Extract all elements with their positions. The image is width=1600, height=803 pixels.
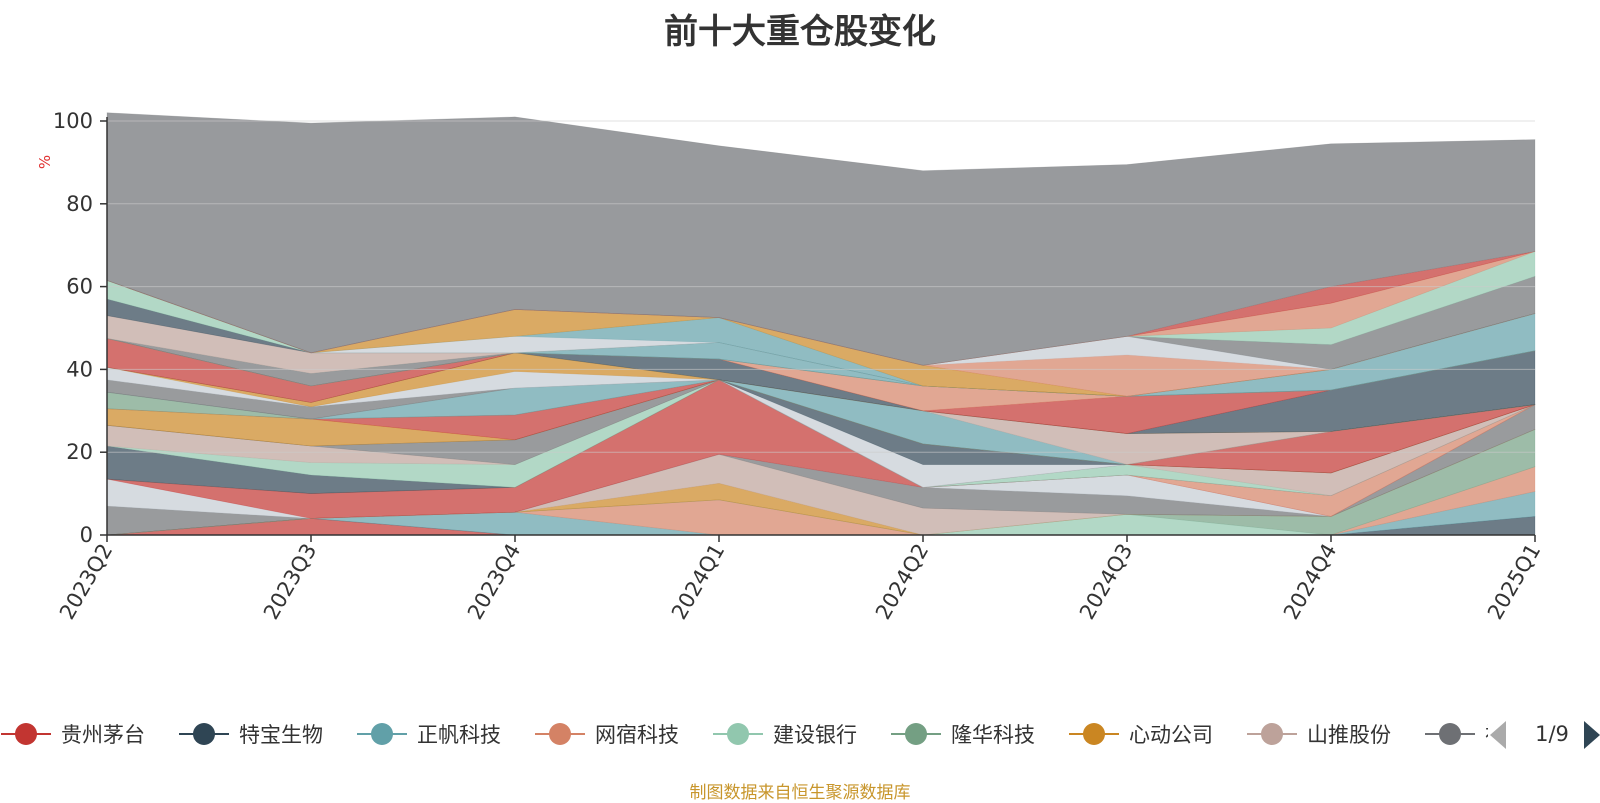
legend-marker-1 [15,723,37,745]
x-tick-label-2: 2023Q3 [259,540,321,624]
x-tick-label-6: 2024Q3 [1075,540,1137,624]
legend-label-2: 特宝生物 [239,723,323,747]
y-tick-label-1: 0 [80,523,93,547]
x-tick-label-8: 2025Q1 [1483,540,1545,624]
area-series-46 [106,112,1536,366]
area-series-28 [106,338,1536,434]
legend-next-page-icon[interactable] [1584,721,1600,749]
legend-item-2[interactable]: 特宝生物 [179,723,323,747]
legend-marker-8 [1261,723,1283,745]
legend-item-8[interactable]: 山推股份 [1247,723,1391,747]
legend-item-6[interactable]: 隆华科技 [891,723,1035,747]
legend-label-1: 贵州茅台 [61,723,145,747]
y-tick-label-3: 40 [66,357,93,381]
legend-prev-page-icon[interactable] [1490,721,1506,749]
x-tick-label-4: 2024Q1 [667,540,729,624]
legend-marker-4 [549,723,571,745]
legend-label-6: 隆华科技 [951,723,1035,747]
legend-marker-6 [905,723,927,745]
legend-marker-3 [371,723,393,745]
area-series-27 [106,350,1536,434]
legend-item-3[interactable]: 正帆科技 [357,723,501,747]
y-tick-label-5: 80 [66,192,93,216]
y-tick-label-4: 60 [66,275,93,299]
legend-label-8: 山推股份 [1307,723,1391,747]
legend-item-9[interactable]: 祥 [1425,723,1506,747]
legend-page-indicator: 1/9 [1535,722,1569,746]
grid-lines [107,120,1535,453]
chart-title: 前十大重仓股变化 [664,12,936,52]
legend-label-7: 心动公司 [1129,723,1213,747]
area-series-group [106,112,1536,536]
x-tick-label-3: 2023Q4 [463,540,525,624]
legend-label-3: 正帆科技 [417,723,501,747]
legend-marker-2 [193,723,215,745]
legend-label-4: 网宿科技 [595,723,679,747]
y-tick-label-2: 20 [66,440,93,464]
y-axis-label: % [36,155,54,169]
x-tick-label-5: 2024Q2 [871,540,933,624]
legend-label-5: 建设银行 [773,723,857,747]
legend-marker-5 [727,723,749,745]
x-tick-label-1: 2023Q2 [55,540,117,624]
legend-marker-7 [1083,723,1105,745]
legend-marker-9 [1439,723,1461,745]
legend[interactable]: 贵州茅台 特宝生物 正帆科技 网宿科技 建设银行 隆华科技 心动公司 山推股份 祥 1/9 [1,721,1600,749]
legend-items: 贵州茅台 特宝生物 正帆科技 网宿科技 建设银行 隆华科技 心动公司 山推股份 祥 [1,723,1506,747]
legend-item-7[interactable]: 心动公司 [1069,723,1213,747]
y-tick-label-6: 100 [53,109,93,133]
legend-item-4[interactable]: 网宿科技 [535,723,679,747]
legend-label-9: 祥 [1485,723,1506,747]
area-series-15 [106,379,1536,497]
x-tick-label-7: 2024Q4 [1279,540,1341,624]
legend-item-1[interactable]: 贵州茅台 [1,723,145,747]
legend-item-5[interactable]: 建设银行 [713,723,857,747]
data-source-note: 制图数据来自恒生聚源数据库 [689,783,911,803]
